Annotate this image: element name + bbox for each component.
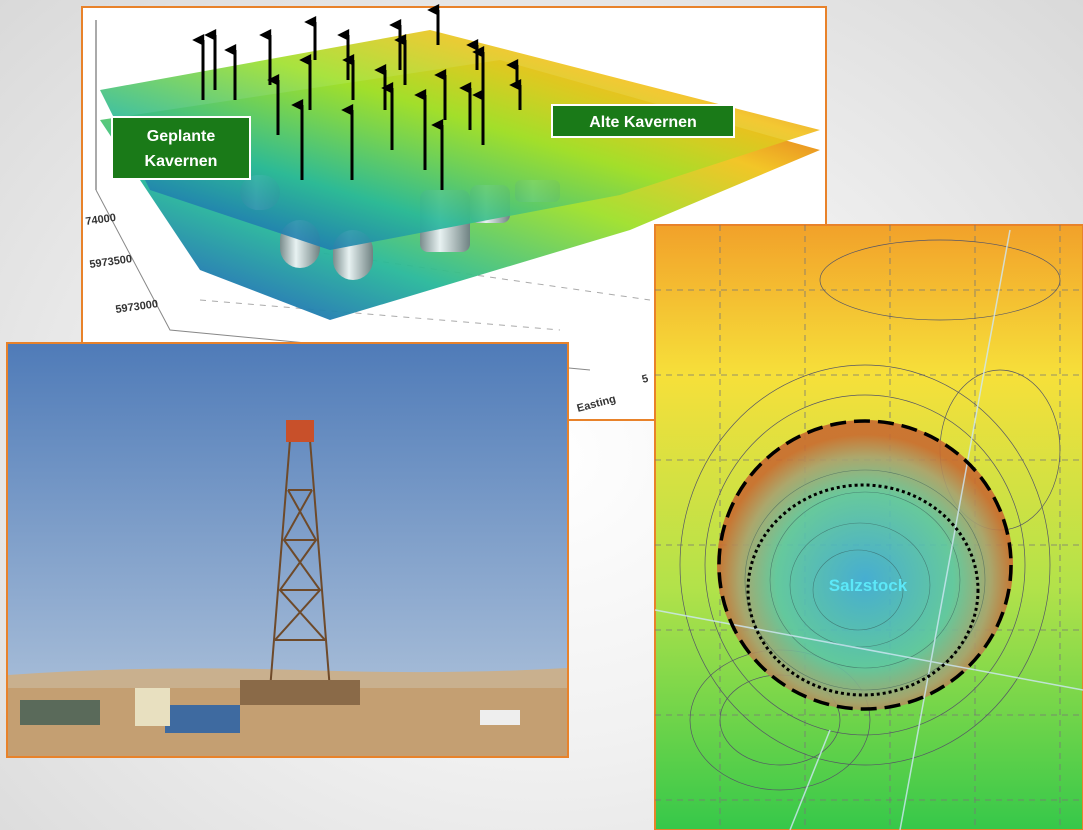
contour-map: Salzstock	[654, 224, 1083, 830]
axis-tick: 5973500	[89, 253, 133, 271]
axis-tick: 74000	[85, 212, 117, 228]
axis-tick: 5973000	[115, 298, 159, 316]
rig-photo	[6, 342, 569, 758]
axis-tick: 5	[641, 373, 650, 386]
salt-dome-label: Salzstock	[829, 576, 908, 595]
old-label: Alte Kavernen	[589, 114, 697, 131]
planned-label: Geplante	[147, 128, 216, 145]
planned-label: Kavernen	[145, 153, 218, 170]
